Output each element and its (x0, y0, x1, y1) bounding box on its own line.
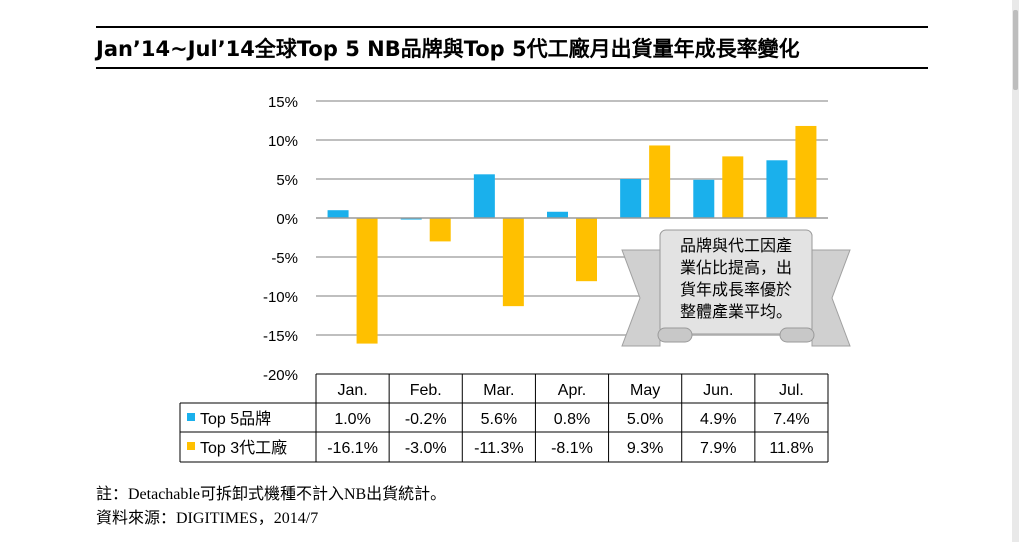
bar-top5-brand-2 (473, 174, 495, 218)
bar-top3-odm-1 (429, 218, 451, 242)
callout-text-line: 品牌與代工因產 (680, 236, 792, 255)
table-cell: 11.8% (769, 440, 813, 457)
table-cell: 0.8% (554, 411, 590, 428)
table-cell: 4.9% (700, 411, 736, 428)
scrollbar-track[interactable] (1012, 0, 1019, 542)
callout-text-line: 業佔比提高，出 (680, 258, 792, 277)
table-cell: -0.2% (405, 411, 447, 428)
bar-top5-brand-4 (620, 179, 642, 218)
y-tick-label: 0% (276, 211, 298, 228)
y-tick-label: 10% (268, 133, 298, 150)
table-cell: 1.0% (334, 411, 370, 428)
table-cell: 7.9% (700, 440, 736, 457)
title-bottom-rule (96, 67, 928, 69)
x-category-label: Feb. (410, 382, 442, 399)
legend-swatch-1 (187, 442, 195, 450)
table-cell: 5.0% (627, 411, 663, 428)
table-cell: -3.0% (405, 440, 447, 457)
y-tick-label: -20% (263, 367, 298, 384)
x-category-label: May (630, 382, 660, 399)
y-tick-label: -10% (263, 289, 298, 306)
y-axis-ticks: 15% 10% 5% 0% -5% -10% -15% -20% (263, 94, 298, 384)
bar-top3-odm-2 (502, 218, 524, 307)
x-category-label: Jan. (337, 382, 367, 399)
bar-top5-brand-3 (547, 211, 568, 218)
table-cell: 9.3% (627, 440, 663, 457)
callout-box (659, 229, 813, 335)
bar-top5-brand-6 (766, 160, 788, 218)
table-cell: -16.1% (327, 440, 378, 457)
x-category-label: Jul. (779, 382, 804, 399)
callout-curl-right (779, 327, 815, 343)
legend-label: Top 3代工廠 (200, 438, 287, 457)
bar-top5-brand-1 (400, 218, 422, 220)
bars (316, 125, 828, 344)
bar-top3-odm-5 (722, 156, 744, 218)
bar-top5-brand-5 (693, 179, 715, 218)
title-top-rule (96, 26, 928, 28)
table-cell: -8.1% (551, 440, 593, 457)
bar-top3-odm-6 (795, 125, 817, 218)
table-cell: 7.4% (773, 411, 809, 428)
callout-curl-left (657, 327, 693, 343)
table-cell: -11.3% (474, 440, 524, 457)
callout-text-line: 整體產業平均。 (680, 302, 792, 321)
footnote-note: 註：Detachable可拆卸式機種不計入NB出貨統計。 (96, 486, 447, 503)
scrollbar-thumb[interactable] (1013, 10, 1018, 90)
legend-label: Top 5品牌 (200, 410, 271, 428)
bar-top5-brand-0 (327, 210, 349, 218)
legend-swatch-0 (187, 413, 195, 421)
callout-text-line: 貨年成長率優於 (680, 280, 792, 299)
x-category-label: Jun. (703, 382, 733, 399)
x-category-label: Apr. (558, 382, 586, 399)
table-cell: 5.6% (481, 411, 517, 428)
footnote-source: 資料來源：DIGITIMES，2014/7 (96, 510, 319, 527)
bar-top3-odm-4 (649, 145, 671, 218)
bar-top3-odm-0 (356, 218, 378, 344)
y-tick-label: -15% (263, 328, 298, 345)
bar-top3-odm-3 (576, 218, 597, 282)
y-tick-label: 15% (268, 94, 298, 111)
y-tick-label: -5% (271, 250, 298, 267)
footnotes: 註：Detachable可拆卸式機種不計入NB出貨統計。 資料來源：DIGITI… (96, 483, 928, 531)
x-category-label: Mar. (483, 382, 514, 399)
chart-title: Jan’14~Jul’14全球Top 5 NB品牌與Top 5代工廠月出貨量年成… (96, 37, 800, 61)
data-table: Jan. Feb. Mar. Apr. May Jun. Jul. Top 5品牌 1.0% -0… (179, 373, 829, 463)
y-tick-label: 5% (276, 172, 298, 189)
